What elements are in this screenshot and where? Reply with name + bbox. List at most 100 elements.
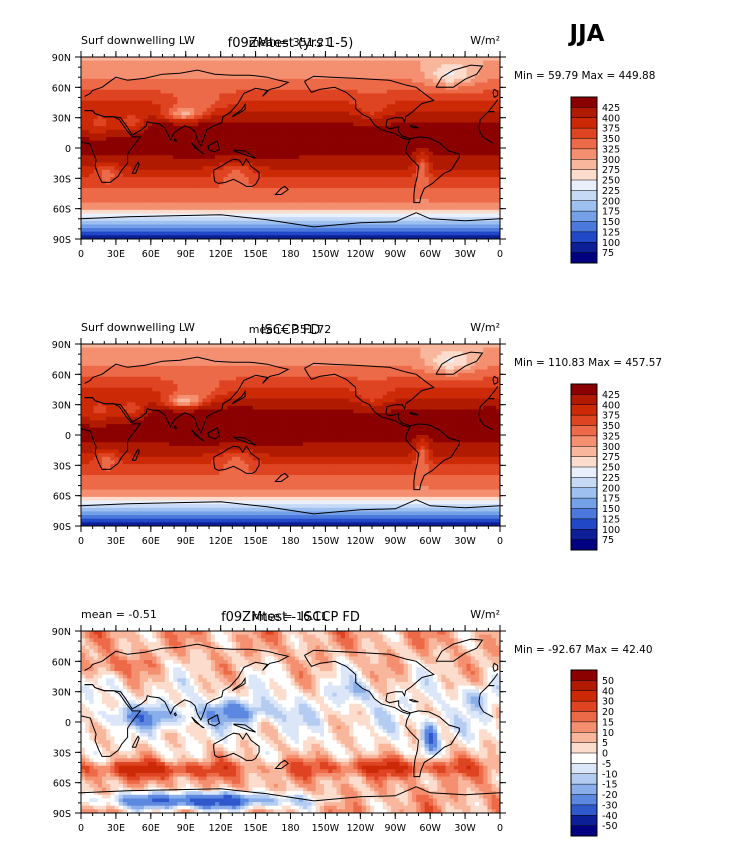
field-cell [319,166,325,171]
field-cell [315,122,321,127]
field-cell [344,180,350,185]
field-cell [420,111,426,116]
field-cell [97,129,103,134]
field-cell [273,129,279,134]
field-cell [315,155,321,160]
field-cell [487,89,493,94]
field-cell [353,137,359,142]
field-cell [315,104,321,109]
field-cell [445,195,451,200]
field-cell [110,118,116,124]
field-cell [336,67,342,73]
field-cell [483,64,488,69]
field-cell [261,140,266,145]
field-cell [424,122,430,127]
field-cell [395,118,400,124]
field-cell [231,89,237,94]
field-cell [378,71,384,76]
field-cell [168,169,174,174]
field-cell [219,144,224,149]
field-cell [143,133,149,138]
field-cell [449,82,455,87]
field-cell [495,184,500,189]
field-cell [386,220,392,225]
field-cell [122,169,128,174]
field-cell [185,115,191,120]
field-cell [458,195,463,200]
field-cell [168,173,174,178]
field-cell [168,122,174,127]
field-cell [101,78,107,83]
field-cell [156,100,162,105]
field-cell [336,97,342,102]
field-cell [202,118,208,124]
field-cell [311,60,317,65]
field-cell [365,166,371,171]
field-cell [298,126,304,131]
field-cell [189,140,195,145]
field-cell [173,166,178,171]
field-cell [319,162,325,167]
field-cell [361,235,367,239]
field-cell [81,155,86,160]
field-cell [118,209,124,215]
field-cell [483,206,488,211]
field-cell [445,180,451,185]
field-cell [215,137,220,142]
field-cell [445,144,451,149]
field-cell [248,104,254,109]
field-cell [462,180,467,185]
field-cell [202,67,208,73]
field-cell [311,78,317,83]
field-cell [432,57,438,62]
field-cell [152,122,157,127]
field-cell [462,151,467,156]
field-cell [106,104,111,109]
field-cell [177,206,183,211]
field-cell [332,126,338,131]
field-cell [106,224,111,229]
field-cell [349,122,354,127]
field-cell [432,144,438,149]
field-cell [202,144,208,149]
field-cell [487,188,493,193]
field-cell [236,206,241,211]
field-cell [365,173,371,178]
field-cell [189,104,195,109]
field-cell [445,129,451,134]
field-cell [483,180,488,185]
field-cell [479,184,484,189]
field-cell [122,89,128,94]
field-cell [298,162,304,167]
field-cell [382,151,388,156]
field-cell [85,122,90,127]
field-cell [458,57,463,62]
field-cell [382,155,388,160]
field-cell [236,155,241,160]
field-cell [156,162,162,167]
field-cell [168,180,174,185]
field-cell [101,82,107,87]
field-cell [282,180,287,185]
field-cell [416,177,421,182]
field-cell [487,173,493,178]
field-cell [164,166,170,171]
field-cell [328,78,333,83]
field-cell [416,148,421,153]
field-cell [437,166,442,171]
field-cell [298,104,304,109]
field-cell [93,86,99,91]
field-cell [236,75,241,80]
field-cell [487,100,493,105]
field-cell [231,122,237,127]
field-cell [412,177,417,182]
field-cell [198,155,204,160]
field-cell [399,140,405,145]
field-cell [168,144,174,149]
field-cell [227,148,233,153]
field-cell [374,118,379,124]
field-cell [85,184,90,189]
field-cell [391,195,396,200]
field-cell [453,97,459,102]
field-cell [143,177,149,182]
